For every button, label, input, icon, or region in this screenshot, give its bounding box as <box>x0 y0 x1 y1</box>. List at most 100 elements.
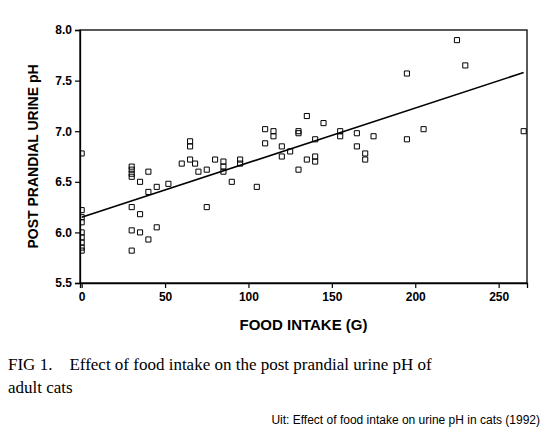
data-point <box>338 134 343 139</box>
y-tick-mark <box>75 283 80 284</box>
data-point <box>271 129 276 134</box>
data-point <box>221 159 226 164</box>
data-point <box>80 240 84 245</box>
data-point <box>129 174 134 179</box>
data-point <box>154 225 159 230</box>
data-point <box>454 38 459 43</box>
y-tick-label: 8.0 <box>55 23 72 37</box>
x-tick-label: 0 <box>79 290 86 304</box>
x-tick-label: 150 <box>322 290 342 304</box>
x-tick-mark <box>499 283 500 288</box>
y-tick: 7.5 <box>55 74 80 88</box>
x-tick-label: 200 <box>406 290 426 304</box>
data-point <box>80 151 84 156</box>
data-point <box>404 137 409 142</box>
data-point <box>363 157 368 162</box>
y-tick: 6.0 <box>55 226 80 240</box>
y-tick-label: 6.0 <box>55 226 72 240</box>
data-point <box>166 181 171 186</box>
y-tick: 7.0 <box>55 125 80 139</box>
data-point <box>188 144 193 149</box>
data-point <box>296 167 301 172</box>
x-tick-mark <box>165 283 166 288</box>
data-point <box>363 151 368 156</box>
y-tick-label: 7.0 <box>55 125 72 139</box>
data-point <box>296 129 301 134</box>
caption: adult cats <box>8 378 73 397</box>
y-tick-label: 6.5 <box>55 175 72 189</box>
data-point <box>188 157 193 162</box>
data-point <box>137 212 142 217</box>
data-point <box>371 134 376 139</box>
data-point <box>271 134 276 139</box>
data-point <box>313 159 318 164</box>
data-point <box>321 121 326 126</box>
x-tick-label: 100 <box>239 290 259 304</box>
data-point <box>279 154 284 159</box>
data-point <box>80 220 84 225</box>
x-axis: 0 50 100 150 200 250 <box>79 283 528 304</box>
y-tick-label: 5.5 <box>55 276 72 290</box>
data-point <box>263 127 268 132</box>
regression-line <box>82 73 524 218</box>
y-axis-title: POST PRANDIAL URINE pH <box>25 64 41 248</box>
x-tick: 50 <box>159 283 173 304</box>
y-tick-mark <box>75 182 80 183</box>
data-point <box>80 235 84 240</box>
source: Uit: Effect of food intake on urine pH i… <box>271 413 540 427</box>
x-tick-mark <box>332 283 333 288</box>
data-point <box>304 157 309 162</box>
data-point <box>463 63 468 68</box>
x-tick: 250 <box>489 283 509 304</box>
caption: FIG 1. Effect of food intake on the post… <box>8 355 432 374</box>
data-point <box>137 179 142 184</box>
data-point <box>204 167 209 172</box>
y-tick-mark <box>75 80 80 81</box>
data-point <box>354 144 359 149</box>
data-point <box>193 161 198 166</box>
data-point <box>263 141 268 146</box>
y-tick-mark <box>75 30 80 31</box>
x-tick-label: 250 <box>489 290 509 304</box>
x-tick: 100 <box>239 283 259 304</box>
y-tick-mark <box>75 131 80 132</box>
x-tick: 0 <box>79 283 86 304</box>
y-tick: 8.0 <box>55 23 80 37</box>
data-point <box>279 144 284 149</box>
data-point <box>304 113 309 118</box>
data-point <box>521 129 526 134</box>
data-point <box>354 131 359 136</box>
data-point <box>313 154 318 159</box>
data-point <box>221 164 226 169</box>
plot-frame <box>80 30 527 283</box>
data-point <box>80 248 84 253</box>
y-axis: 5.5 6.0 6.5 7.0 7.5 8.0 <box>55 23 80 290</box>
plot-area <box>80 38 526 254</box>
data-point <box>146 169 151 174</box>
data-point <box>254 184 259 189</box>
x-axis-title: FOOD INTAKE (G) <box>239 316 367 333</box>
data-point <box>229 179 234 184</box>
data-point <box>146 189 151 194</box>
data-point <box>188 139 193 144</box>
data-point <box>80 230 84 235</box>
y-axis-line <box>75 31 81 284</box>
data-point <box>137 230 142 235</box>
data-point <box>129 228 134 233</box>
x-tick: 200 <box>406 283 426 304</box>
data-point <box>129 248 134 253</box>
x-tick-label: 50 <box>159 290 173 304</box>
x-tick: 150 <box>322 283 342 304</box>
x-tick-mark <box>415 283 416 288</box>
y-tick-mark <box>75 232 80 233</box>
y-tick-label: 7.5 <box>55 74 72 88</box>
data-point <box>296 131 301 136</box>
data-point <box>421 127 426 132</box>
y-tick: 5.5 <box>55 276 80 290</box>
data-point <box>129 205 134 210</box>
data-point <box>146 237 151 242</box>
data-point <box>80 208 84 213</box>
data-point <box>179 161 184 166</box>
chart: 0 50 100 150 200 250 5.5 6.0 6.5 7.0 7.5 8.0 FOOD IN… <box>0 0 547 441</box>
y-tick: 6.5 <box>55 175 80 189</box>
